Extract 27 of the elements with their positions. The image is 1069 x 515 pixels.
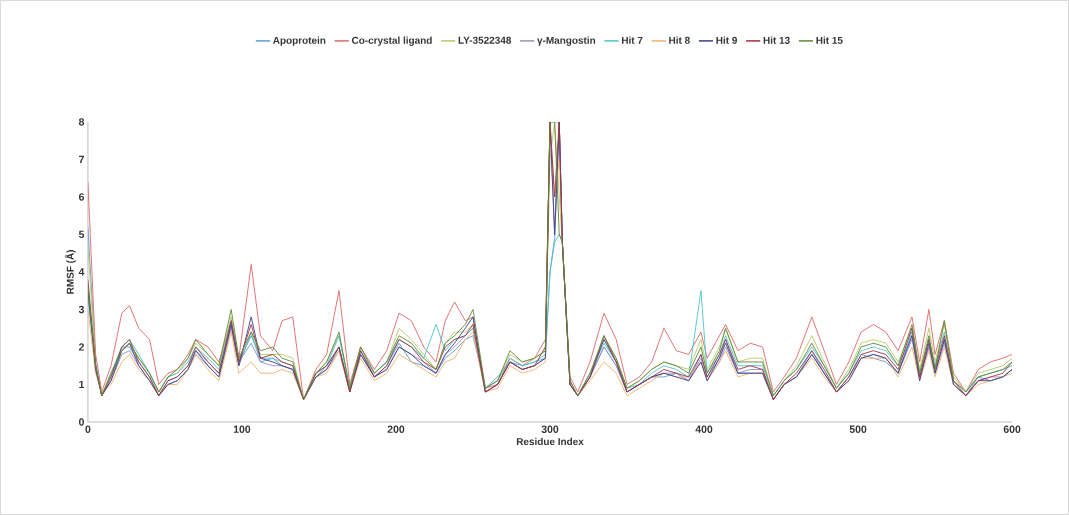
- x-axis-title: Residue Index: [516, 437, 584, 446]
- legend-label: LY-3522348: [458, 36, 512, 44]
- x-tick-label: 300: [541, 425, 559, 433]
- x-tick-label: 600: [1003, 425, 1021, 433]
- y-tick-label: 0: [78, 418, 84, 426]
- legend-label: Hit 7: [622, 36, 643, 44]
- x-tick-label: 200: [387, 425, 405, 433]
- y-tick-label: 6: [78, 193, 85, 201]
- x-tick-label: 400: [695, 425, 713, 433]
- x-tick-label: 0: [85, 425, 91, 433]
- legend-label: Co-crystal ligand: [351, 36, 432, 46]
- legend-label: γ-Mangostin: [537, 36, 596, 46]
- y-tick-label: 4: [78, 268, 85, 276]
- y-tick-label: 2: [78, 343, 84, 351]
- legend-label: Hit 15: [816, 36, 843, 44]
- legend-label: Hit 9: [716, 36, 737, 44]
- y-tick-label: 8: [78, 118, 85, 126]
- y-tick-label: 1: [79, 380, 85, 389]
- x-tick-label: 100: [233, 425, 251, 433]
- y-tick-label: 3: [78, 305, 85, 314]
- legend-label: Apoprotein: [273, 36, 326, 46]
- y-axis-title: RMSF (Å): [64, 250, 76, 294]
- y-tick-label: 7: [79, 155, 84, 164]
- x-tick-label: 500: [849, 425, 867, 433]
- legend-label: Hit 13: [763, 36, 790, 44]
- legend-label: Hit 8: [669, 36, 690, 44]
- y-tick-label: 5: [78, 230, 85, 239]
